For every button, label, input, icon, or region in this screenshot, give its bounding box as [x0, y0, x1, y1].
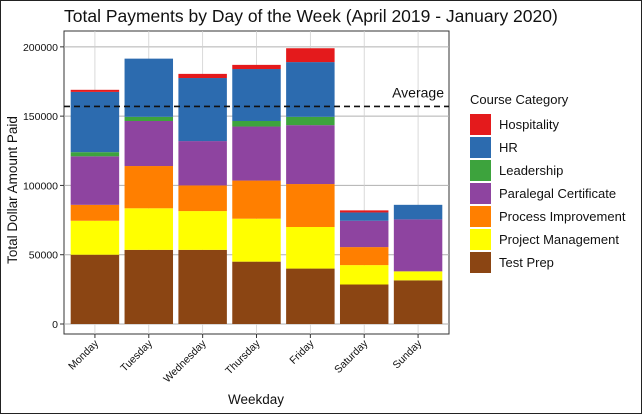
bar-segment [339, 247, 389, 266]
x-tick-label: Monday [66, 337, 101, 372]
legend-label: Test Prep [499, 255, 554, 270]
bar-segment [178, 249, 227, 324]
y-tick-label: 100000 [23, 180, 58, 192]
bar-segment [124, 208, 174, 250]
bar-segment [232, 64, 281, 70]
bar-segment [232, 120, 281, 127]
legend-swatch [470, 137, 491, 158]
bar-segment [178, 78, 227, 142]
legend-label: Leadership [499, 163, 564, 178]
x-tick-label: Wednesday [161, 337, 209, 385]
chart-title: Total Payments by Day of the Week (April… [64, 6, 558, 26]
bar-segment [339, 284, 389, 324]
bar-segment [339, 265, 389, 285]
legend: Course Category Hospitality HR Leadership P… [470, 92, 625, 274]
bar-segment [286, 268, 335, 324]
bar-segment [286, 62, 335, 117]
y-tick-label: 200000 [23, 42, 58, 54]
bar-segment [70, 204, 120, 221]
bar-segment [393, 219, 443, 272]
legend-label: Project Management [499, 232, 619, 247]
y-tick-label: 150000 [23, 111, 58, 123]
y-axis-label: Total Dollar Amount Paid [5, 116, 20, 264]
bar-segment [70, 220, 120, 255]
bar-segment [393, 271, 443, 281]
bar-segment [286, 116, 335, 126]
x-tick-label: Thursday [223, 337, 263, 377]
bar-segment [393, 280, 443, 324]
legend-swatch [470, 229, 491, 250]
x-tick-label: Friday [287, 337, 317, 367]
legend-swatch [470, 114, 491, 135]
x-tick-label: Sunday [391, 337, 425, 371]
bar-segment [124, 249, 174, 324]
bar-segment [393, 204, 443, 220]
legend-item: Paralegal Certificate [470, 182, 625, 205]
x-tick-label: Saturday [332, 337, 371, 376]
bar-segment [232, 69, 281, 121]
bar-segment [124, 116, 174, 121]
bar-segment [70, 152, 120, 157]
bar-segment [286, 184, 335, 227]
legend-item: Hospitality [470, 113, 625, 136]
bar-segment [178, 211, 227, 250]
bar-segment [70, 89, 120, 92]
bar-segment [124, 120, 174, 167]
average-label: Average [392, 84, 444, 100]
bar-segment [232, 218, 281, 262]
legend-title: Course Category [470, 92, 569, 107]
y-tick-label: 0 [52, 319, 58, 331]
bar-segment [339, 210, 389, 213]
legend-swatch [470, 206, 491, 227]
legend-item: Leadership [470, 159, 625, 182]
bar-segment [124, 166, 174, 209]
legend-swatch [470, 160, 491, 181]
legend-item: HR [470, 136, 625, 159]
legend-item: Project Management [470, 228, 625, 251]
legend-label: Process Improvement [499, 209, 626, 224]
legend-label: Paralegal Certificate [499, 186, 617, 201]
bar-segment [339, 220, 389, 248]
bar-segment [286, 125, 335, 185]
bar-segment [70, 156, 120, 205]
bar-segment [232, 126, 281, 181]
bar-segment [286, 227, 335, 269]
bar-segment [70, 254, 120, 324]
bar-segment [286, 48, 335, 63]
bar-segment [124, 58, 174, 117]
y-tick-label: 50000 [29, 250, 58, 262]
bar-segment [232, 180, 281, 219]
bar-segment [178, 73, 227, 79]
bar-segment [70, 91, 120, 153]
x-tick-label: Tuesday [118, 337, 155, 374]
legend-item: Process Improvement [470, 205, 625, 228]
legend-label: Hospitality [499, 117, 559, 132]
legend-item: Test Prep [470, 251, 625, 274]
bar-segment [178, 185, 227, 212]
bar-segment [178, 141, 227, 186]
legend-label: HR [499, 140, 518, 155]
legend-swatch [470, 183, 491, 204]
legend-swatch [470, 252, 491, 273]
x-axis-label: Weekday [228, 392, 284, 407]
bar-segment [232, 261, 281, 324]
bar-segment [339, 212, 389, 221]
